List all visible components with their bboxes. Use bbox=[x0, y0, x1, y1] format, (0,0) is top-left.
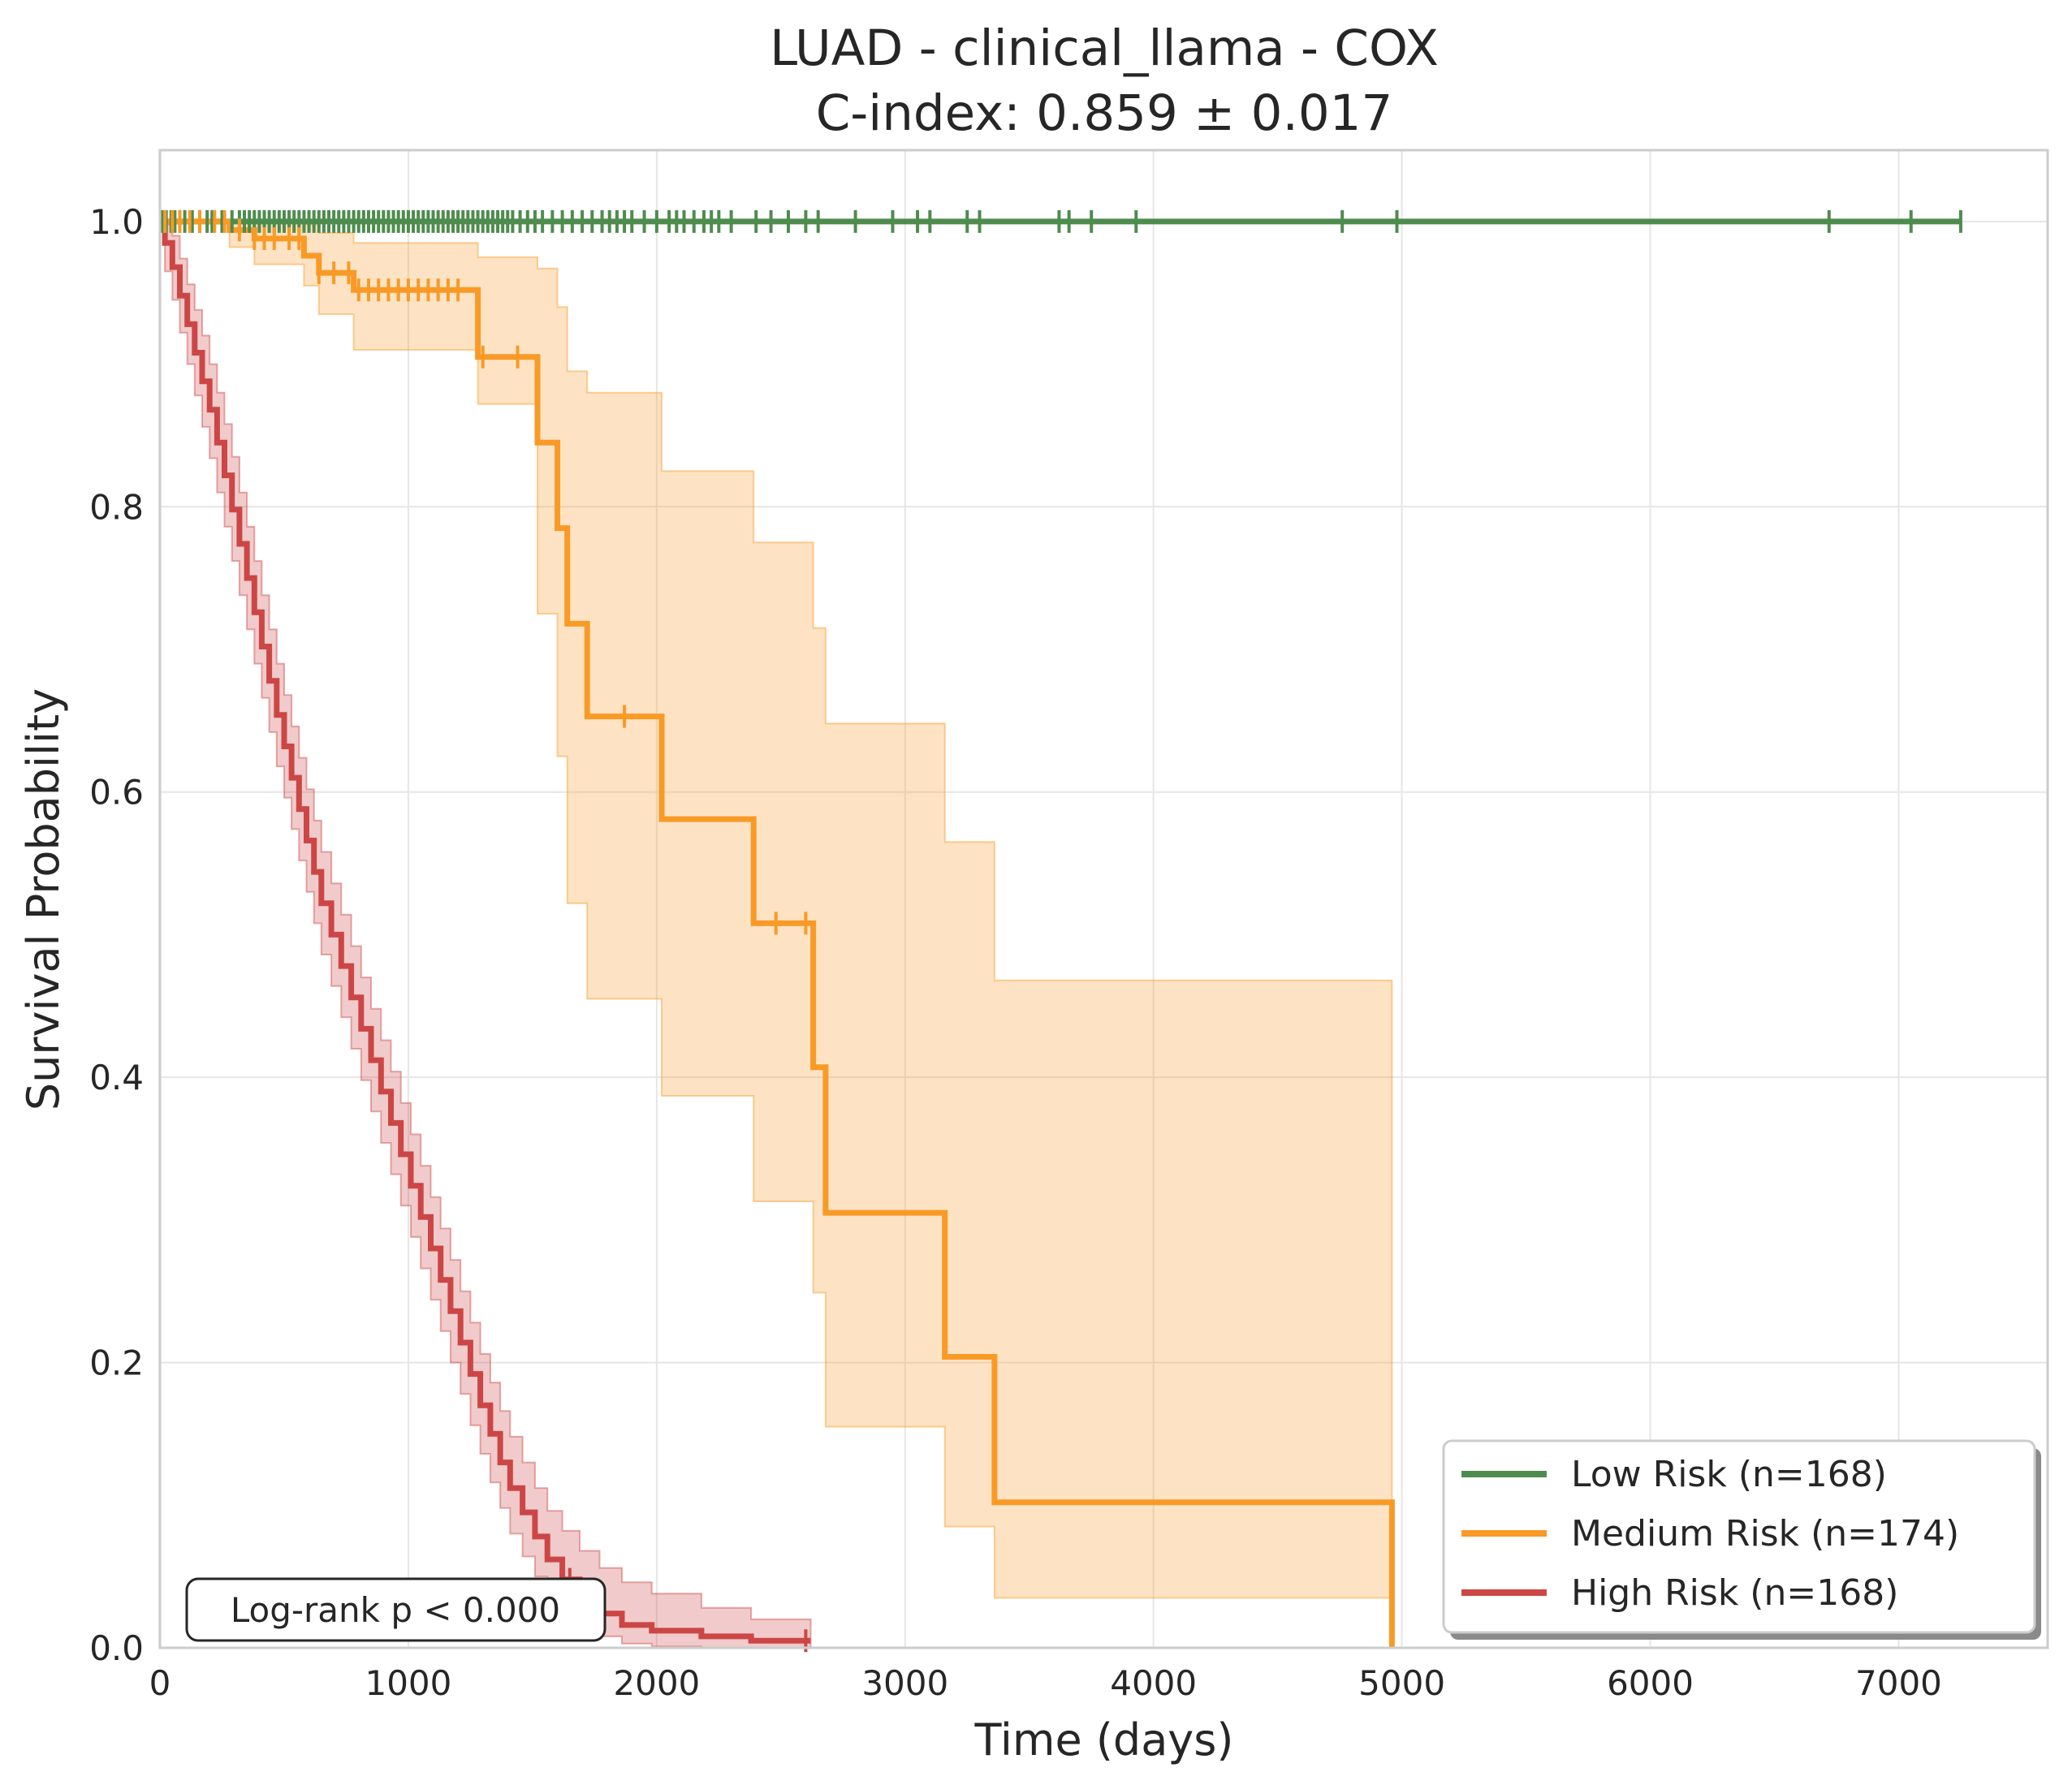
curve-medium bbox=[160, 218, 1395, 1648]
curve-high bbox=[160, 218, 811, 1644]
y-tick-label: 0.2 bbox=[89, 1343, 144, 1383]
x-tick-label: 0 bbox=[149, 1663, 171, 1703]
y-tick-label: 0.8 bbox=[89, 487, 144, 527]
x-tick-label: 3000 bbox=[861, 1663, 948, 1703]
legend-box bbox=[1442, 1439, 2036, 1634]
x-tick-label: 1000 bbox=[365, 1663, 451, 1703]
annotation-text: Log-rank p < 0.000 bbox=[231, 1590, 560, 1630]
x-axis-label: Time (days) bbox=[974, 1714, 1234, 1766]
x-tick-labels: 0 1000 2000 3000 4000 5000 6000 7000 bbox=[149, 1663, 1942, 1703]
plot-frame bbox=[158, 149, 2049, 1649]
legend: Low Risk (n=168) Medium Risk (n=174) Hig… bbox=[1442, 1439, 2041, 1640]
y-tick-label: 0.4 bbox=[89, 1058, 144, 1097]
x-tick-label: 5000 bbox=[1358, 1663, 1445, 1703]
y-tick-label: 0.6 bbox=[89, 773, 144, 813]
confidence-bands bbox=[160, 220, 1393, 1649]
y-tick-labels: 0.0 0.2 0.4 0.6 0.8 1.0 bbox=[89, 202, 144, 1668]
logrank-annotation: Log-rank p < 0.000 bbox=[185, 1577, 606, 1642]
censor-marks bbox=[161, 209, 1962, 1653]
chart-subtitle: C-index: 0.859 ± 0.017 bbox=[816, 84, 1393, 142]
legend-label-medium: Medium Risk (n=174) bbox=[1571, 1513, 1959, 1554]
x-tick-label: 6000 bbox=[1607, 1663, 1694, 1703]
chart-title: LUAD - clinical_llama - COX bbox=[770, 19, 1439, 77]
x-tick-label: 4000 bbox=[1110, 1663, 1197, 1703]
annotation-box bbox=[185, 1577, 606, 1642]
legend-label-low: Low Risk (n=168) bbox=[1571, 1454, 1887, 1495]
y-axis-label: Survival Probability bbox=[18, 688, 69, 1110]
x-tick-label: 7000 bbox=[1855, 1663, 1942, 1703]
y-tick-label: 1.0 bbox=[89, 202, 144, 242]
ci-band-high bbox=[160, 220, 812, 1649]
x-tick-label: 2000 bbox=[613, 1663, 700, 1703]
y-tick-label: 0.0 bbox=[89, 1628, 144, 1668]
legend-label-high: High Risk (n=168) bbox=[1571, 1572, 1898, 1614]
